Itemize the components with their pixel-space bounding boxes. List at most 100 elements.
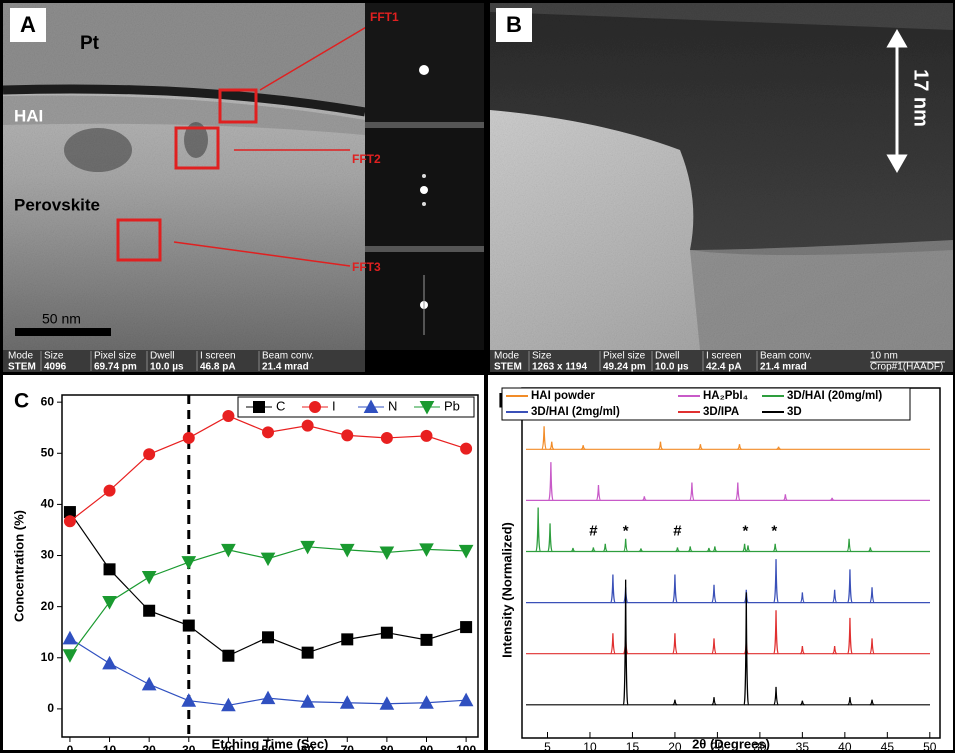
x-tick-label: 30	[753, 740, 767, 753]
marker	[182, 431, 195, 444]
peak	[547, 523, 553, 553]
y-axis-label: Intensity (Normalized)	[499, 522, 514, 658]
marker	[419, 543, 434, 557]
panel-label: C	[14, 390, 29, 413]
marker	[458, 692, 474, 707]
x-tick-label: 50	[923, 740, 937, 753]
peak	[799, 592, 805, 604]
marker	[103, 563, 116, 576]
fft-label: FFT2	[352, 152, 381, 166]
marker	[62, 630, 78, 645]
mid-region	[690, 240, 953, 350]
peak	[580, 445, 586, 450]
info-value: 10.0 µs	[150, 362, 184, 373]
grain-blob	[184, 122, 208, 158]
panel-a	[2, 3, 366, 350]
peak	[610, 574, 616, 604]
peak	[846, 538, 852, 553]
marker	[301, 646, 314, 659]
y-tick-label: 50	[41, 445, 55, 459]
peak	[548, 462, 554, 502]
marker	[102, 655, 117, 670]
arrows	[173, 25, 369, 267]
grain-blob	[64, 128, 132, 172]
peak	[711, 638, 717, 655]
y-tick-label: 0	[47, 701, 54, 715]
plot-frame	[61, 394, 479, 738]
marker	[458, 544, 474, 559]
marker	[221, 543, 236, 558]
peak	[847, 569, 853, 604]
marker	[141, 570, 157, 585]
x-axis-label: Etching Time (Sec)	[212, 736, 329, 751]
info-key: Mode	[494, 351, 519, 362]
x-tick-label: 35	[796, 740, 810, 753]
peak	[711, 584, 717, 604]
x-tick-label: 0	[67, 743, 74, 753]
peak	[642, 496, 647, 502]
marker	[222, 649, 235, 662]
peak	[772, 543, 778, 553]
peak	[773, 686, 779, 706]
peak	[735, 482, 741, 502]
layer-label: Perovskite	[14, 195, 100, 214]
fft-image	[365, 3, 484, 125]
marker	[143, 448, 156, 461]
marker	[300, 694, 315, 708]
peak	[602, 543, 608, 553]
marker	[363, 399, 379, 413]
peak	[737, 444, 742, 450]
peak	[698, 444, 703, 450]
interface	[2, 84, 366, 117]
arrow-head	[886, 154, 908, 174]
marker	[221, 697, 236, 712]
peak	[776, 446, 781, 450]
peak	[711, 697, 717, 706]
panel-d	[488, 375, 953, 750]
peak	[783, 494, 788, 502]
peak	[535, 507, 541, 553]
x-tick-label: 40	[222, 743, 236, 753]
crop-label: Crop#1(HAADF)	[870, 362, 943, 373]
info-key: I screen	[706, 351, 742, 362]
legend-label: 3D	[787, 406, 802, 418]
info-key: Beam conv.	[760, 351, 812, 362]
legend-label: C	[276, 398, 285, 413]
marker	[253, 401, 265, 413]
y-tick-label: 60	[41, 394, 55, 408]
info-value: 69.74 pm	[94, 362, 137, 373]
panel-c	[3, 375, 484, 750]
x-tick-label: 20	[142, 743, 156, 753]
layer-label: Pt	[80, 33, 100, 54]
marker	[181, 693, 197, 707]
info-key: Dwell	[655, 351, 679, 362]
x-tick-label: 40	[838, 740, 852, 753]
legend-label: 3D/HAI (20mg/ml)	[787, 390, 882, 402]
top-edge	[490, 3, 953, 30]
info-key: Size	[44, 351, 64, 362]
marker	[102, 596, 117, 610]
info-value: 42.4 pA	[706, 362, 742, 373]
marker	[63, 515, 76, 528]
fft-strip	[365, 3, 484, 350]
peak	[595, 485, 602, 502]
marker	[262, 426, 275, 439]
x-tick-label: 10	[583, 740, 597, 753]
x-tick-label: 15	[626, 740, 640, 753]
scale-bar	[15, 328, 111, 336]
marker	[309, 401, 321, 413]
marker	[460, 442, 473, 455]
panel-label-box	[10, 8, 46, 42]
layer-label: HAI	[14, 106, 43, 125]
marker	[380, 431, 393, 444]
info-key: Size	[532, 351, 552, 362]
info-value: 10.0 µs	[655, 362, 689, 373]
peak	[847, 617, 853, 655]
x-tick-label: 80	[380, 743, 394, 753]
peak	[712, 546, 718, 553]
legend-label: HA₂PbI₄	[703, 390, 748, 402]
peak	[799, 645, 805, 655]
annotation: #	[589, 522, 598, 539]
peak	[743, 592, 750, 706]
y-tick-label: 40	[41, 497, 55, 511]
